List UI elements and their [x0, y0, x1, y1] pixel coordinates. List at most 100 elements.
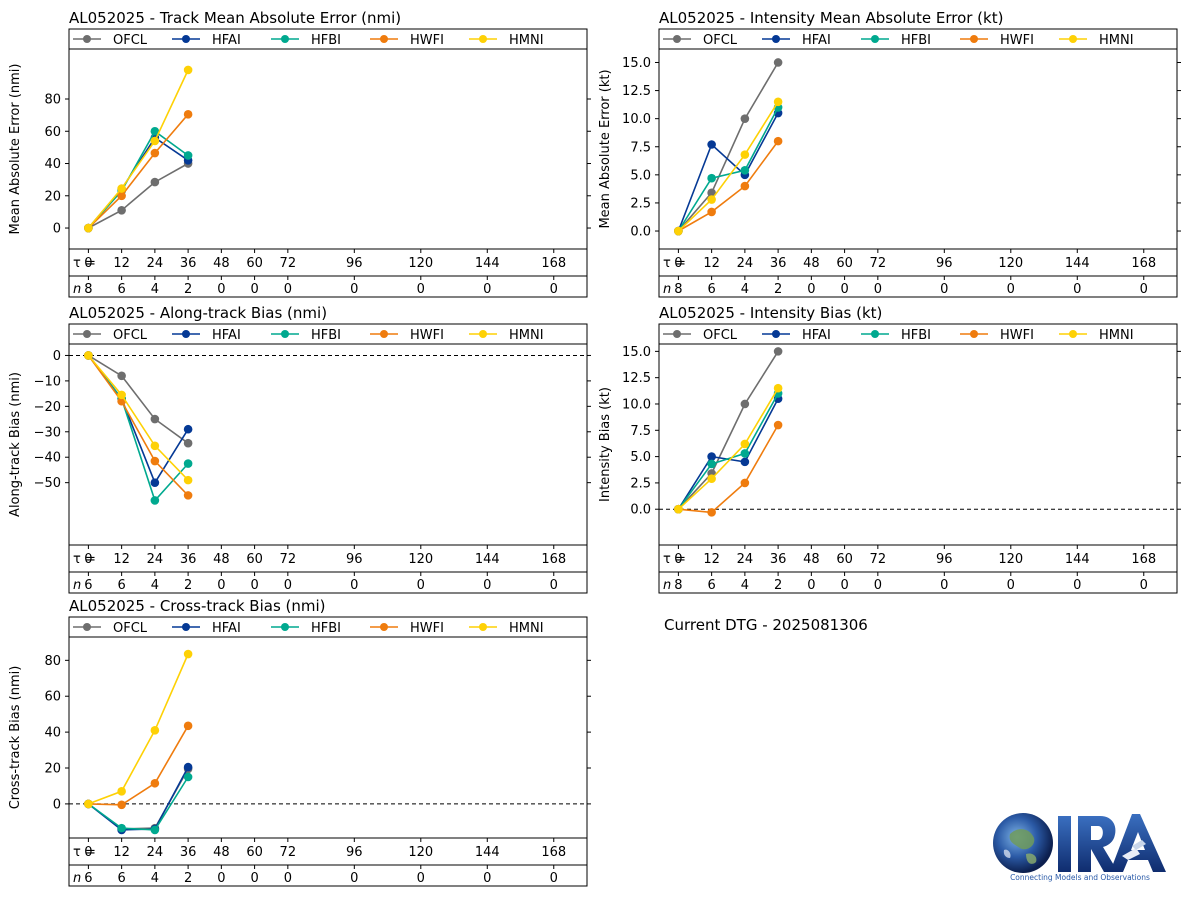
data-point-ofcl	[707, 188, 716, 198]
series-line-hwfi	[678, 424, 779, 514]
legend-label-hmni: HMNI	[1099, 328, 1134, 343]
tau-tick-label: 96	[346, 845, 363, 860]
cira-logo-tagline: Connecting Models and Observations	[1010, 873, 1150, 882]
legend-label-hmni: HMNI	[509, 328, 544, 343]
series-line-hwfi	[87, 113, 189, 229]
n-count-label: 6	[84, 871, 92, 886]
legend-label-hfbi: HFBI	[901, 33, 931, 48]
n-count-label: 6	[707, 578, 715, 593]
tau-row-label: τ =	[73, 256, 96, 271]
tau-tick-label: 24	[147, 256, 164, 271]
data-point-hmni	[84, 223, 93, 233]
series-line-ofcl	[88, 162, 189, 229]
tau-tick-label: 120	[408, 552, 433, 567]
y-tick-label: 10.0	[622, 112, 651, 127]
y-axis-label: Mean Absolute Error (nmi)	[8, 64, 23, 235]
data-point-hwfi	[707, 207, 716, 217]
legend-label-ofcl: OFCL	[703, 33, 738, 48]
chart-title: AL052025 - Cross-track Bias (nmi)	[69, 597, 326, 615]
data-point-ofcl	[740, 399, 750, 409]
tau-tick-label: 48	[213, 845, 230, 860]
tau-tick-label: 60	[246, 552, 263, 567]
data-point-hmni	[183, 65, 193, 75]
legend-marker-hfbi	[281, 35, 289, 43]
legend-marker-ofcl	[83, 35, 91, 43]
tau-tick-label: 36	[180, 256, 197, 271]
legend-marker-hmni	[1069, 330, 1077, 338]
data-point-hmni	[740, 150, 750, 159]
legend-label-hwfi: HWFI	[1000, 328, 1034, 343]
data-point-hmni	[117, 787, 126, 796]
n-count-label: 0	[840, 282, 848, 297]
legend-label-hfbi: HFBI	[311, 33, 341, 48]
data-point-hwfi	[150, 778, 160, 788]
legend-marker-hwfi	[380, 35, 388, 43]
data-point-hfbi	[740, 449, 750, 458]
data-point-hmni	[773, 97, 783, 107]
tau-tick-label: 24	[737, 552, 754, 567]
data-point-hmni	[740, 439, 750, 449]
y-tick-label: 2.5	[630, 196, 651, 211]
series-line-hfai	[677, 112, 779, 232]
tau-tick-label: 0	[84, 845, 92, 860]
series-line-ofcl	[677, 350, 779, 510]
n-count-label: 0	[284, 578, 292, 593]
data-point-hmni	[150, 726, 160, 735]
tau-tick-label: 36	[180, 845, 197, 860]
n-count-label: 0	[417, 871, 425, 886]
chart-title: AL052025 - Intensity Mean Absolute Error…	[659, 9, 1003, 27]
data-point-hmni	[707, 474, 716, 484]
tau-tick-label: 144	[475, 552, 500, 567]
y-tick-label: 5.0	[630, 168, 651, 183]
tau-tick-label: 48	[213, 552, 230, 567]
current-dtg-label: Current DTG - 2025081306	[664, 616, 868, 634]
series-line-hmni	[677, 101, 779, 232]
data-point-hfai	[150, 478, 160, 487]
n-row-label: n	[73, 282, 81, 297]
legend-label-ofcl: OFCL	[113, 621, 148, 636]
data-point-hmni	[183, 475, 193, 485]
y-tick-label: 60	[44, 690, 61, 705]
n-count-label: 0	[874, 282, 882, 297]
n-count-label: 4	[741, 578, 749, 593]
y-tick-label: 12.5	[622, 371, 651, 386]
legend-marker-hfbi	[871, 330, 879, 338]
chart-frame	[68, 28, 588, 298]
tau-tick-label: 12	[113, 256, 130, 271]
chart-frame	[68, 323, 588, 594]
n-count-label: 0	[940, 578, 948, 593]
y-tick-label: 2.5	[630, 476, 651, 491]
n-count-label: 0	[550, 282, 558, 297]
data-point-hmni	[674, 504, 683, 514]
data-point-hfbi	[183, 772, 193, 782]
tau-tick-label: 48	[213, 256, 230, 271]
n-count-label: 0	[350, 282, 358, 297]
tau-tick-label: 168	[541, 845, 566, 860]
series-line-hwfi	[88, 725, 189, 806]
tau-tick-label: 120	[408, 845, 433, 860]
data-point-ofcl	[773, 58, 783, 67]
tau-tick-label: 0	[674, 256, 682, 271]
legend-label-hmni: HMNI	[509, 33, 544, 48]
chart-title: AL052025 - Along-track Bias (nmi)	[69, 304, 327, 322]
tau-tick-label: 72	[280, 845, 297, 860]
data-point-hmni	[674, 226, 683, 236]
n-count-label: 2	[184, 578, 192, 593]
tau-tick-label: 0	[674, 552, 682, 567]
data-point-hmni	[150, 441, 160, 451]
series-line-hmni	[87, 69, 189, 229]
data-point-hwfi	[117, 800, 126, 810]
data-point-ofcl	[150, 414, 160, 424]
n-count-label: 0	[350, 871, 358, 886]
n-count-label: 0	[483, 578, 491, 593]
data-point-hfbi	[740, 166, 750, 175]
y-axis-label: Along-track Bias (nmi)	[8, 372, 23, 517]
legend-label-ofcl: OFCL	[703, 328, 738, 343]
chart-frame	[658, 323, 1178, 594]
y-tick-label: −40	[34, 451, 61, 466]
y-tick-label: 20	[44, 189, 61, 204]
data-point-hwfi	[740, 181, 750, 191]
series-line-hmni	[88, 653, 189, 805]
n-count-label: 0	[350, 578, 358, 593]
